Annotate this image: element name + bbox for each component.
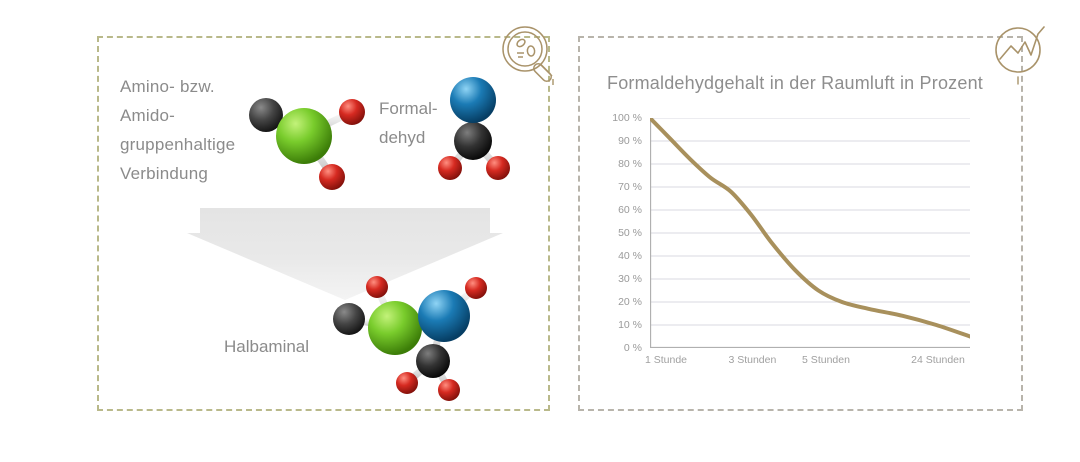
reactant-line-2: Amido- <box>120 106 176 125</box>
y-axis-tick: 90 % <box>618 135 642 147</box>
molecule-formaldehyde <box>432 68 540 190</box>
y-axis-tick: 0 % <box>623 342 642 354</box>
chart-svg <box>648 116 972 349</box>
chart-series-line <box>648 116 972 339</box>
y-axis-tick: 30 % <box>618 273 642 285</box>
x-axis-tick: 5 Stunden <box>802 354 850 366</box>
formaldehyde-line-2: dehyd <box>379 128 426 147</box>
chart-area: 100 % 90 % 80 % 70 % 60 % 50 % 40 % 30 % 20 % 10 … <box>600 112 1000 373</box>
reactant-line-3: gruppenhaltige <box>120 135 236 154</box>
x-axis-labels: 1 Stunde 3 Stunden 5 Stunden 24 Stunden <box>645 118 970 378</box>
trend-chart-circle-icon <box>988 22 1054 88</box>
reaction-arrow-down <box>185 200 505 305</box>
reactant-label: Amino- bzw. Amido- gruppenhaltige Verbin… <box>120 72 300 188</box>
magnifier-molecule-icon <box>498 22 564 88</box>
x-axis-tick: 3 Stunden <box>728 354 777 366</box>
chart-plot <box>648 116 972 349</box>
chart-title: Formaldehydgehalt in der Raumluft in Pro… <box>607 73 983 93</box>
x-axis-tick: 24 Stunden <box>911 354 965 366</box>
y-axis-tick: 10 % <box>618 319 642 331</box>
product-label: Halbaminal <box>224 337 310 356</box>
formaldehyde-line-1: Formal- <box>379 99 438 118</box>
molecule-amine <box>238 82 374 197</box>
reactant-line-4: Verbindung <box>120 164 209 183</box>
y-axis-tick: 80 % <box>618 158 642 170</box>
reaction-diagram-panel <box>97 36 550 411</box>
y-axis-tick: 70 % <box>618 181 642 193</box>
chart-panel <box>578 36 1023 411</box>
y-axis-tick: 40 % <box>618 250 642 262</box>
y-axis-tick: 20 % <box>618 296 642 308</box>
y-axis-tick: 50 % <box>618 227 642 239</box>
y-axis-tick: 100 % <box>612 112 642 124</box>
formaldehyde-label: Formal- dehyd <box>379 94 489 152</box>
y-axis-tick: 60 % <box>618 204 642 216</box>
x-axis-tick: 1 Stunde <box>644 354 688 366</box>
y-axis-labels: 100 % 90 % 80 % 70 % 60 % 50 % 40 % 30 % 20 % 10 … <box>600 112 642 354</box>
reactant-line-1: Amino- bzw. <box>120 77 215 96</box>
molecule-halbaminal <box>325 272 507 407</box>
